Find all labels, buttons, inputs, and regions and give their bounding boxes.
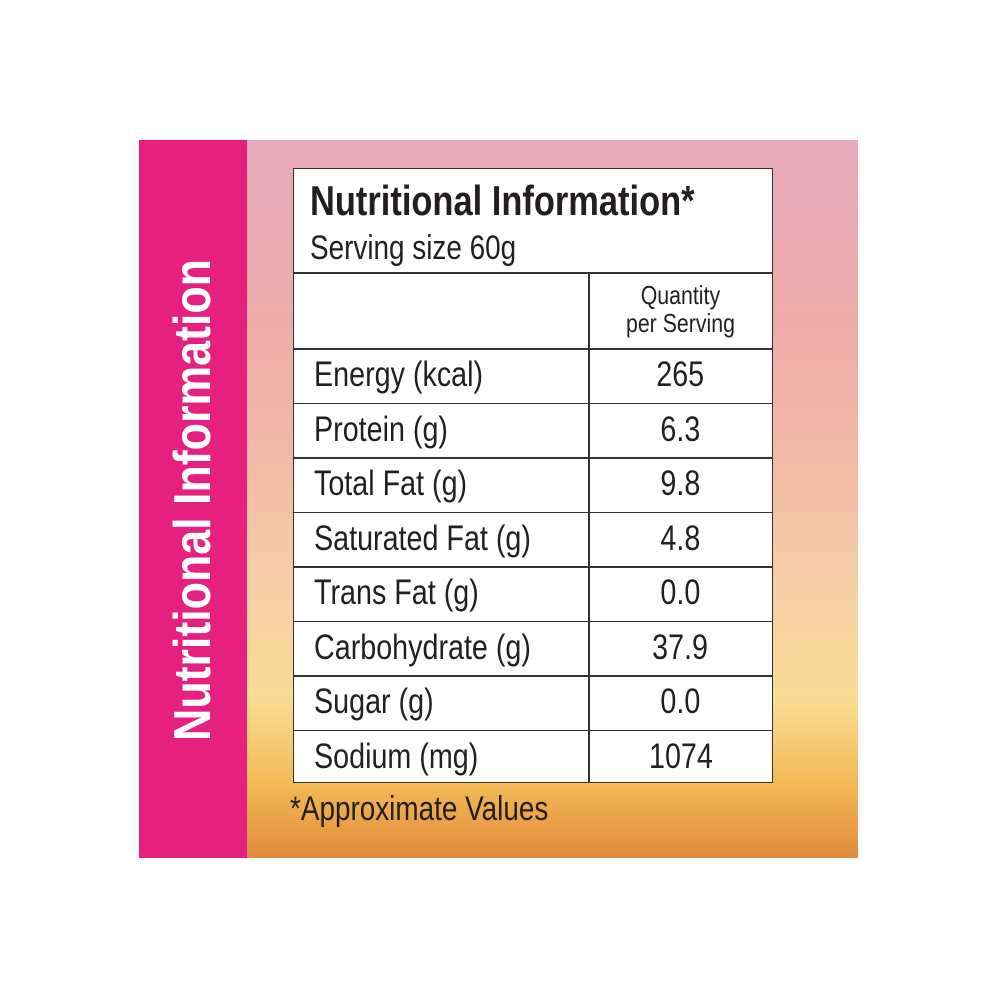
nutrient-value-text: 1074 (648, 736, 713, 776)
table-title: Nutritional Information* (310, 177, 779, 225)
divider (294, 272, 772, 274)
row-divider (294, 348, 772, 350)
row-divider (294, 675, 772, 677)
nutrient-value-text: 37.9 (652, 627, 709, 667)
quantity-header: Quantity per Serving (589, 281, 772, 337)
nutrient-name: Trans Fat (g) (314, 573, 515, 613)
row-divider (294, 402, 772, 404)
nutrient-name-text: Trans Fat (g) (314, 573, 479, 612)
nutrient-name-text: Energy (kcal) (314, 355, 484, 394)
nutrient-value-text: 0.0 (660, 682, 701, 721)
nutrient-name: Sugar (g) (314, 682, 460, 722)
row-divider (294, 511, 772, 513)
nutrient-value: 265 (589, 355, 772, 395)
nutrient-value-text: 9.8 (660, 464, 701, 503)
row-divider (294, 620, 772, 622)
nutrient-name: Total Fat (g) (314, 464, 501, 504)
row-divider (294, 457, 772, 459)
nutrient-name-text: Sugar (g) (314, 682, 434, 721)
nutrient-value-text: 6.3 (660, 409, 701, 449)
nutrient-value-text: 4.8 (660, 518, 701, 558)
nutrient-name-text: Protein (g) (314, 409, 448, 449)
nutrient-value: 1074 (589, 737, 772, 777)
quantity-header-line: Quantity (640, 280, 721, 310)
nutrient-name: Saturated Fat (g) (314, 519, 579, 559)
nutrient-name: Sodium (mg) (314, 737, 514, 777)
nutrient-value: 0.0 (589, 682, 772, 722)
footnote-text: *Approximate Values (290, 790, 549, 828)
nutrient-name-text: Carbohydrate (g) (314, 627, 531, 667)
footnote: *Approximate Values (290, 790, 605, 829)
side-band (139, 140, 247, 858)
nutrient-name: Energy (kcal) (314, 355, 520, 395)
row-divider (294, 566, 772, 568)
nutrient-name: Protein (g) (314, 410, 477, 450)
nutrient-name-text: Total Fat (g) (314, 464, 468, 503)
serving-size-text: Serving size 60g (310, 229, 517, 267)
nutrient-value: 4.8 (589, 519, 772, 559)
nutrition-table: Nutritional Information* Serving size 60… (293, 168, 773, 783)
nutrient-value: 0.0 (589, 573, 772, 613)
nutrient-value: 9.8 (589, 464, 772, 504)
nutrient-value-text: 265 (656, 355, 705, 394)
side-banner-text: Nutritional Information (164, 259, 222, 741)
table-title-text: Nutritional Information* (310, 177, 695, 224)
nutrient-value: 37.9 (589, 628, 772, 668)
column-divider (588, 273, 590, 782)
nutrient-name: Carbohydrate (g) (314, 628, 579, 668)
nutrient-value-text: 0.0 (660, 573, 701, 612)
row-divider (294, 729, 772, 731)
serving-size: Serving size 60g (310, 229, 561, 268)
nutrient-name-text: Sodium (mg) (314, 736, 479, 776)
nutrient-value: 6.3 (589, 410, 772, 450)
quantity-header-line: per Serving (625, 308, 736, 338)
nutrient-name-text: Saturated Fat (g) (314, 518, 531, 558)
